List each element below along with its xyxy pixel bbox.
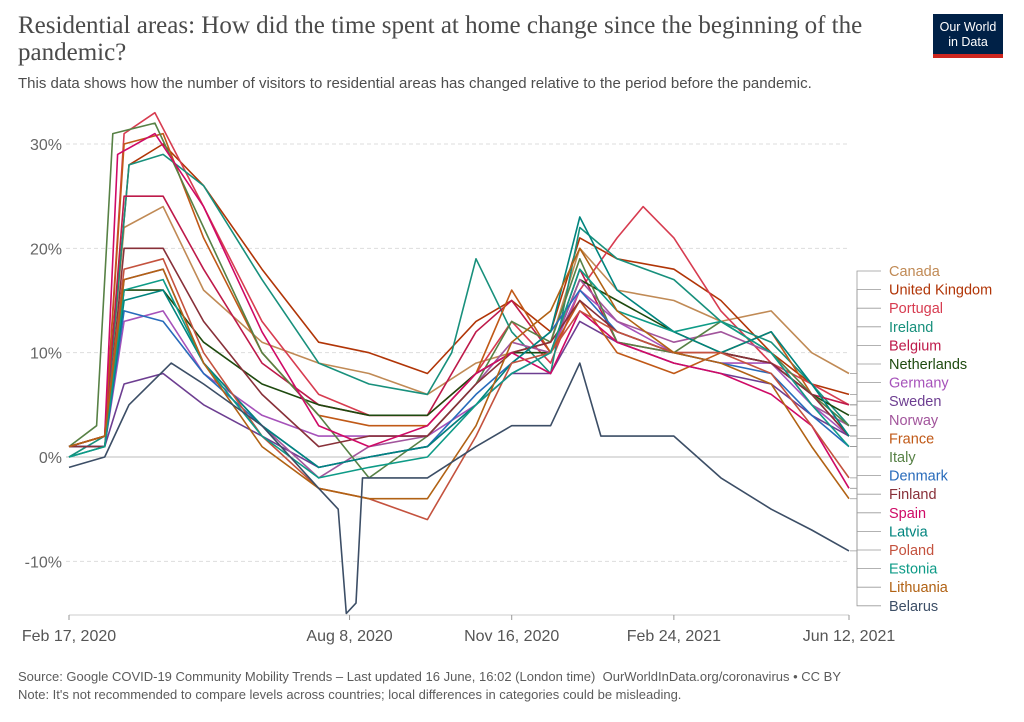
legend-connector: [850, 487, 881, 514]
legend-label[interactable]: Portugal: [889, 301, 943, 317]
chart-footer: Source: Google COVID-19 Community Mobili…: [18, 668, 841, 704]
legend-connector: [850, 419, 881, 427]
logo-line-1: Our World: [939, 20, 997, 34]
logo-line-2: in Data: [948, 35, 988, 49]
legend-label[interactable]: Germany: [889, 376, 949, 392]
series-line-estonia[interactable]: [68, 268, 850, 479]
chart-subtitle: This data shows how the number of visito…: [18, 75, 812, 92]
x-tick-label: Feb 17, 2020: [22, 628, 116, 645]
series-line-italy[interactable]: [68, 122, 850, 479]
legend-label[interactable]: Estonia: [889, 562, 938, 578]
legend-connector: [850, 550, 881, 607]
legend-connector: [850, 446, 881, 477]
legend-label[interactable]: Poland: [889, 543, 934, 559]
legend-connector: [850, 435, 881, 495]
legend-label[interactable]: Finland: [889, 487, 937, 503]
series-line-sweden[interactable]: [69, 320, 850, 469]
legend-label[interactable]: Belgium: [889, 338, 941, 354]
source-link[interactable]: OurWorldInData.org/coronavirus • CC BY: [602, 669, 842, 684]
legend-connector: [850, 344, 881, 406]
series-line-united-kingdom[interactable]: [68, 143, 850, 448]
legend-label[interactable]: France: [889, 431, 934, 447]
legend-connector: [850, 498, 881, 588]
legend-connector: [850, 425, 881, 458]
y-tick-label: -10%: [25, 554, 62, 571]
legend-connector: [850, 307, 881, 406]
legend-connector: [850, 435, 881, 532]
series-line-poland[interactable]: [68, 257, 850, 521]
series-line-ireland[interactable]: [68, 153, 850, 458]
legend-label[interactable]: Belarus: [889, 599, 938, 615]
x-tick-label: Jun 12, 2021: [803, 628, 896, 645]
legend-connector: [850, 326, 881, 427]
legend-label[interactable]: Spain: [889, 506, 926, 522]
legend-label[interactable]: United Kingdom: [889, 283, 992, 299]
x-tick-label: Nov 16, 2020: [464, 628, 559, 645]
series-line-portugal[interactable]: [68, 111, 850, 448]
chart-title: Residential areas: How did the time spen…: [18, 12, 863, 66]
owid-logo[interactable]: Our World in Data: [933, 14, 1003, 58]
legend-label[interactable]: Canada: [889, 264, 941, 280]
source-text: Source: Google COVID-19 Community Mobili…: [18, 669, 596, 684]
legend-label[interactable]: Netherlands: [889, 357, 967, 373]
legend-connector: [850, 363, 881, 416]
legend-connector: [850, 382, 881, 437]
legend-label[interactable]: Norway: [889, 413, 939, 429]
legend-label[interactable]: Ireland: [889, 320, 933, 336]
legend-connector: [850, 400, 881, 437]
legend-connector: [850, 270, 881, 374]
legend-label[interactable]: Lithuania: [889, 580, 949, 596]
legend-label[interactable]: Italy: [889, 450, 916, 466]
y-tick-label: 0%: [39, 450, 62, 467]
line-chart: 30% 20% 10% 0% -10% Feb 17, 2020 Aug 8, 2020 No…: [22, 111, 992, 645]
note-text: Note: It's not recommended to compare le…: [18, 687, 682, 702]
x-tick-label: Feb 24, 2021: [627, 628, 721, 645]
legend-label[interactable]: Sweden: [889, 394, 941, 410]
y-tick-label: 20%: [30, 241, 62, 258]
series-line-spain[interactable]: [68, 132, 850, 489]
legend-label[interactable]: Denmark: [889, 469, 949, 485]
series-line-belarus[interactable]: [68, 362, 850, 615]
legend-label[interactable]: Latvia: [889, 524, 929, 540]
y-tick-label: 10%: [30, 346, 62, 363]
series-line-lithuania[interactable]: [68, 247, 850, 500]
y-tick-label: 30%: [30, 137, 62, 154]
x-tick-label: Aug 8, 2020: [306, 628, 392, 645]
legend-connector: [850, 289, 881, 395]
